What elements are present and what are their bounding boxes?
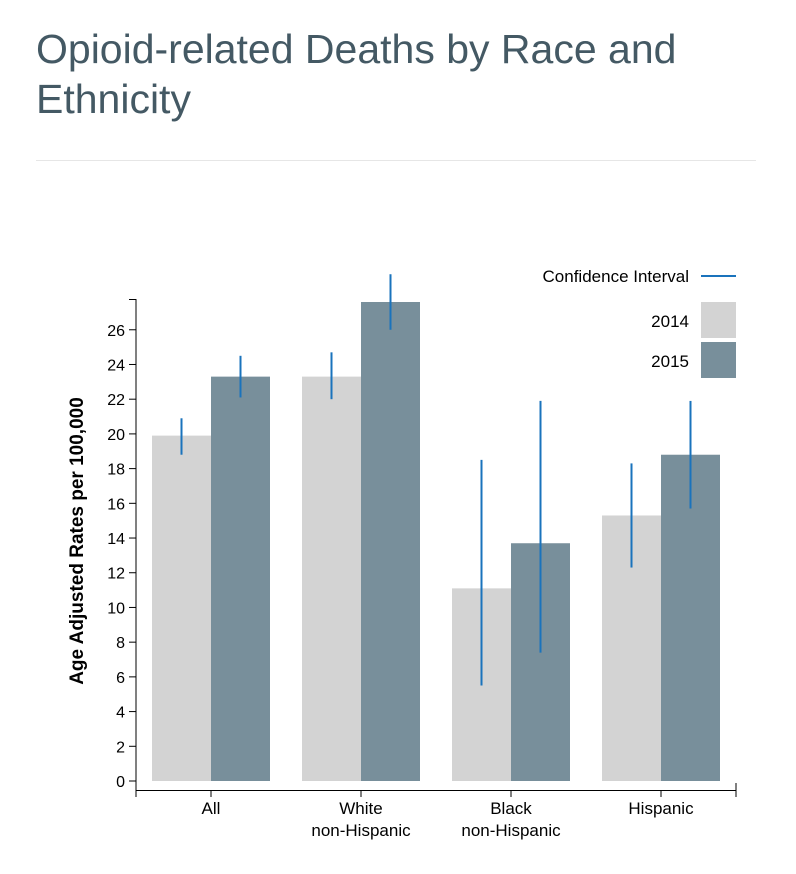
y-tick-label-6: 6 (116, 670, 125, 687)
y-tick-label-4: 4 (116, 705, 125, 722)
x-tick-label-0-0: All (202, 799, 221, 818)
y-tick-label-10: 10 (107, 600, 125, 617)
y-tick-label-14: 14 (107, 531, 125, 548)
x-tick-label-2-0: Black (490, 799, 532, 818)
title-divider (36, 160, 756, 161)
page-title: Opioid-related Deaths by Race and Ethnic… (36, 26, 677, 122)
x-tick-label-3-0: Hispanic (628, 799, 694, 818)
confidence-intervals-layer (180, 274, 692, 686)
legend-swatch-2014 (701, 302, 736, 338)
y-tick-label-26: 26 (107, 323, 125, 340)
axes-layer: Age Adjusted Rates per 100,000 024681012… (67, 299, 737, 840)
x-tick-label-2-1: non-Hispanic (461, 821, 561, 840)
legend-label-2014: 2014 (651, 312, 689, 331)
x-tick-label-1-1: non-Hispanic (311, 821, 411, 840)
y-tick-label-2: 2 (116, 739, 125, 756)
legend-swatch-2015 (701, 342, 736, 378)
legend: Confidence Interval 2014 2015 (543, 267, 736, 378)
bar-2015-3 (661, 454, 720, 781)
y-tick-label-24: 24 (107, 357, 125, 374)
x-tick-label-1-0: White (339, 799, 382, 818)
legend-ci-label: Confidence Interval (543, 267, 689, 286)
y-tick-label-12: 12 (107, 566, 125, 583)
bar-2014-0 (152, 435, 211, 781)
y-axis-label: Age Adjusted Rates per 100,000 (67, 397, 88, 685)
y-tick-label-0: 0 (116, 774, 125, 791)
y-tick-label-22: 22 (107, 392, 125, 409)
bar-2015-1 (361, 302, 420, 781)
legend-label-2015: 2015 (651, 352, 689, 371)
y-tick-label-8: 8 (116, 635, 125, 652)
bar-2015-0 (211, 376, 270, 781)
y-tick-label-18: 18 (107, 462, 125, 479)
y-tick-label-20: 20 (107, 427, 125, 444)
y-tick-label-16: 16 (107, 496, 125, 513)
bar-2014-1 (302, 376, 361, 781)
bars-layer (152, 302, 720, 781)
